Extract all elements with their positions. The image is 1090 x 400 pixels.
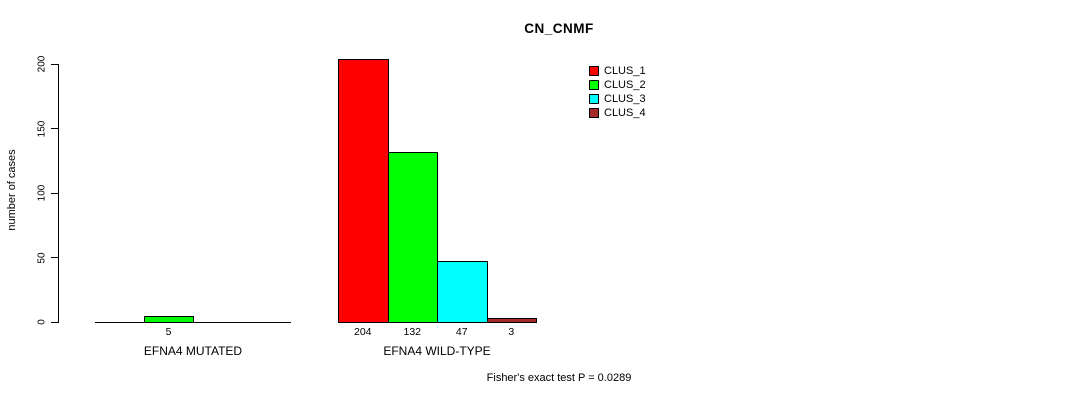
y-axis-tick	[51, 128, 58, 130]
legend-swatch-clus-1	[589, 66, 599, 76]
x-axis-group-label: EFNA4 MUTATED	[143, 344, 243, 358]
legend-swatch-clus-2	[589, 80, 599, 90]
y-axis-tick-label: 100	[36, 184, 48, 202]
y-axis-tick	[51, 192, 58, 194]
y-axis-label: number of cases	[6, 149, 18, 231]
bar-clus-1	[338, 59, 389, 323]
legend-label: CLUS_1	[604, 65, 646, 77]
bar-value-label: 47	[455, 326, 468, 338]
bar-value-label: 5	[165, 326, 172, 338]
y-axis-tick-label: 150	[36, 120, 48, 138]
x-axis-group-label: EFNA4 WILD-TYPE	[383, 344, 491, 358]
y-axis-line	[58, 64, 59, 323]
bar-clus-4	[486, 318, 537, 323]
y-axis-tick-label: 50	[36, 252, 48, 264]
y-axis-tick	[51, 321, 58, 323]
legend-label: CLUS_4	[604, 107, 646, 119]
chart-title: CN_CNMF	[524, 21, 594, 36]
bar-value-label: 132	[403, 326, 422, 338]
bar-clus-3	[437, 261, 488, 323]
bar-clus-2	[387, 151, 438, 323]
legend-label: CLUS_2	[604, 79, 646, 91]
legend-swatch-clus-4	[589, 108, 599, 118]
bar-clus-2	[144, 315, 194, 323]
y-axis-tick-label: 200	[36, 56, 48, 73]
legend-label: CLUS_3	[604, 93, 646, 105]
bar-value-label: 3	[508, 326, 515, 338]
bar-value-label: 204	[353, 326, 372, 338]
y-axis-tick	[51, 63, 58, 65]
fisher-test-annotation: Fisher's exact test P = 0.0289	[486, 372, 632, 384]
y-axis-tick-label: 0	[36, 319, 48, 325]
legend-swatch-clus-3	[589, 94, 599, 104]
y-axis-tick	[51, 257, 58, 259]
